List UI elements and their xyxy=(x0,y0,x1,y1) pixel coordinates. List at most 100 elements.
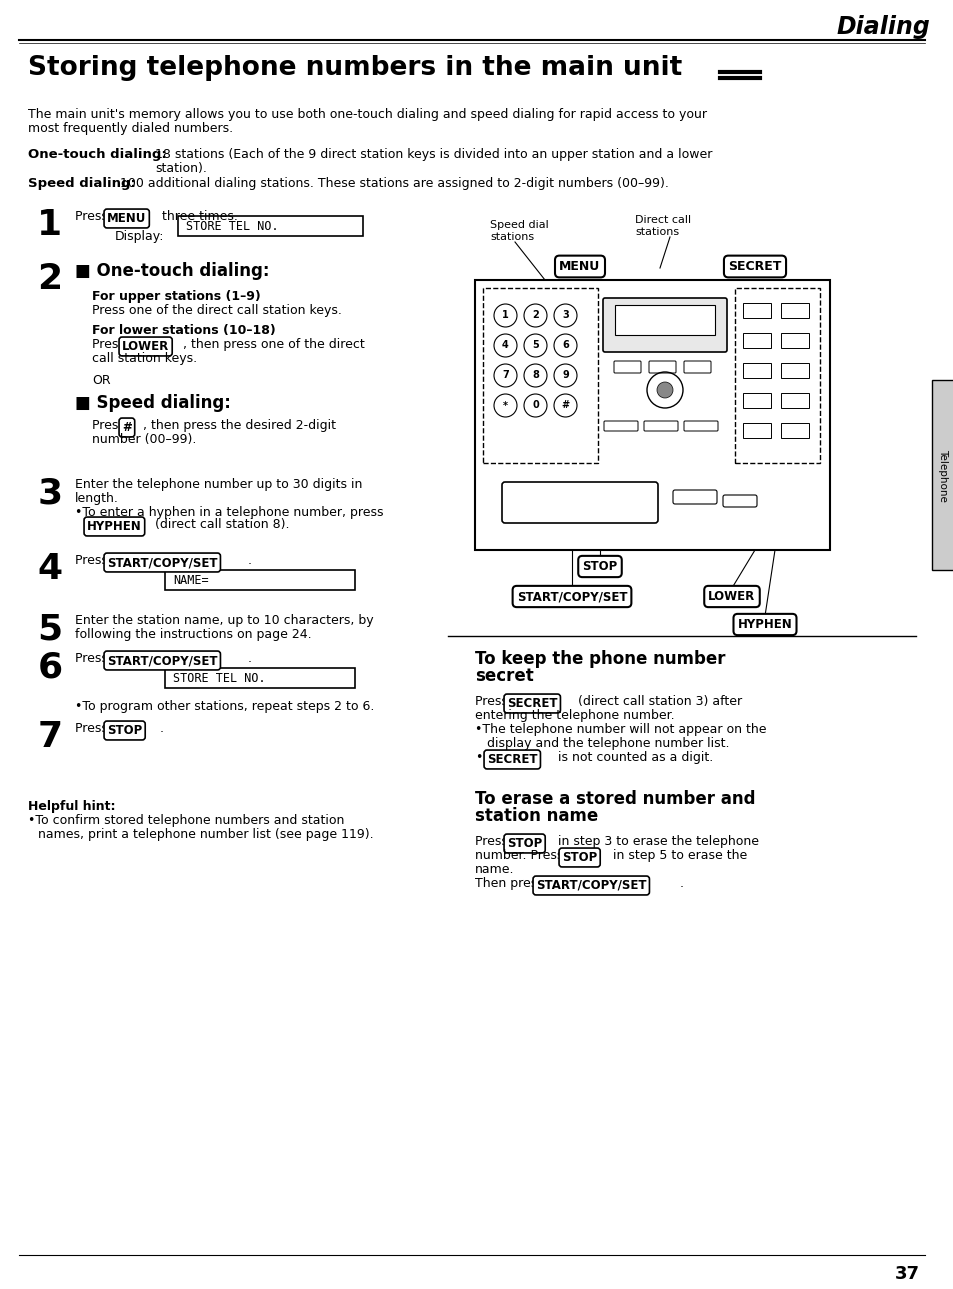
Text: .: . xyxy=(248,554,252,567)
Text: •The telephone number will not appear on the: •The telephone number will not appear on… xyxy=(475,723,765,736)
FancyBboxPatch shape xyxy=(178,217,363,236)
Text: #: # xyxy=(561,401,569,410)
Text: most frequently dialed numbers.: most frequently dialed numbers. xyxy=(28,122,233,135)
Text: 9: 9 xyxy=(561,370,568,380)
Text: call station keys.: call station keys. xyxy=(91,352,197,365)
FancyBboxPatch shape xyxy=(742,393,770,409)
Text: STORE TEL NO.: STORE TEL NO. xyxy=(186,219,278,232)
Text: entering the telephone number.: entering the telephone number. xyxy=(475,709,674,722)
Text: LOWER: LOWER xyxy=(708,590,755,603)
Text: MENU: MENU xyxy=(558,260,600,273)
Circle shape xyxy=(657,382,672,398)
Text: stations: stations xyxy=(635,227,679,237)
Text: LOWER: LOWER xyxy=(122,340,169,353)
Text: 4: 4 xyxy=(501,340,508,351)
Text: STOP: STOP xyxy=(107,724,142,737)
Text: STOP: STOP xyxy=(561,851,597,864)
FancyBboxPatch shape xyxy=(742,303,770,318)
FancyBboxPatch shape xyxy=(742,363,770,378)
Text: 5: 5 xyxy=(37,612,63,646)
Text: Press: Press xyxy=(75,554,112,567)
Text: START/COPY/SET: START/COPY/SET xyxy=(107,556,217,568)
Text: names, print a telephone number list (see page 119).: names, print a telephone number list (se… xyxy=(38,828,374,840)
Text: The main unit's memory allows you to use both one-touch dialing and speed dialin: The main unit's memory allows you to use… xyxy=(28,108,706,121)
Text: 100 additional dialing stations. These stations are assigned to 2-digit numbers : 100 additional dialing stations. These s… xyxy=(120,177,668,189)
Text: STORE TEL NO.: STORE TEL NO. xyxy=(172,672,265,684)
Text: For upper stations (1–9): For upper stations (1–9) xyxy=(91,290,260,303)
Text: Helpful hint:: Helpful hint: xyxy=(28,800,115,813)
Text: •To program other stations, repeat steps 2 to 6.: •To program other stations, repeat steps… xyxy=(75,700,374,713)
FancyBboxPatch shape xyxy=(931,380,953,570)
Text: Dialing: Dialing xyxy=(836,15,929,39)
FancyBboxPatch shape xyxy=(734,287,820,463)
Text: Press one of the direct call station keys.: Press one of the direct call station key… xyxy=(91,304,341,317)
Text: Storing telephone numbers in the main unit: Storing telephone numbers in the main un… xyxy=(28,55,681,81)
Text: Enter the station name, up to 10 characters, by: Enter the station name, up to 10 charact… xyxy=(75,614,374,626)
Text: 1: 1 xyxy=(37,208,63,242)
Text: OR: OR xyxy=(91,374,111,387)
FancyBboxPatch shape xyxy=(602,298,726,352)
FancyBboxPatch shape xyxy=(742,423,770,438)
FancyBboxPatch shape xyxy=(482,287,598,463)
Text: ■ One-touch dialing:: ■ One-touch dialing: xyxy=(75,262,269,280)
Text: in step 5 to erase the: in step 5 to erase the xyxy=(613,849,746,862)
Text: is not counted as a digit.: is not counted as a digit. xyxy=(558,751,713,764)
Text: three times.: three times. xyxy=(162,210,237,223)
Text: station name: station name xyxy=(475,807,598,825)
FancyBboxPatch shape xyxy=(165,570,355,590)
FancyBboxPatch shape xyxy=(781,303,808,318)
Text: START/COPY/SET: START/COPY/SET xyxy=(517,590,626,603)
Text: 0: 0 xyxy=(532,401,538,410)
Text: 6: 6 xyxy=(37,650,63,684)
Text: SECRET: SECRET xyxy=(727,260,781,273)
Text: 8: 8 xyxy=(532,370,538,380)
Text: To erase a stored number and: To erase a stored number and xyxy=(475,790,755,808)
FancyBboxPatch shape xyxy=(615,305,714,335)
Text: START/COPY/SET: START/COPY/SET xyxy=(107,654,217,666)
Text: Direct call: Direct call xyxy=(635,215,690,226)
Text: Press: Press xyxy=(91,338,129,351)
Text: display and the telephone number list.: display and the telephone number list. xyxy=(486,737,729,750)
Text: .: . xyxy=(248,652,252,665)
FancyBboxPatch shape xyxy=(165,668,355,688)
Text: (direct call station 8).: (direct call station 8). xyxy=(154,518,289,531)
FancyBboxPatch shape xyxy=(781,393,808,409)
Text: HYPHEN: HYPHEN xyxy=(87,519,142,532)
Text: 4: 4 xyxy=(37,552,63,586)
Text: 5: 5 xyxy=(532,340,538,351)
FancyBboxPatch shape xyxy=(614,361,640,373)
FancyBboxPatch shape xyxy=(603,422,638,431)
Text: Press: Press xyxy=(475,695,512,708)
Text: SECRET: SECRET xyxy=(486,753,537,766)
Text: 7: 7 xyxy=(37,721,63,754)
Text: NAME=: NAME= xyxy=(172,574,209,586)
Text: Telephone: Telephone xyxy=(937,449,947,501)
Text: Speed dialing:: Speed dialing: xyxy=(28,177,135,189)
Text: #: # xyxy=(122,422,132,434)
Text: •: • xyxy=(475,751,482,764)
Text: .: . xyxy=(679,877,683,889)
Text: number (00–99).: number (00–99). xyxy=(91,433,196,446)
Text: .: . xyxy=(160,722,164,735)
FancyBboxPatch shape xyxy=(648,361,676,373)
Text: *: * xyxy=(502,401,507,410)
Text: station).: station). xyxy=(154,162,207,175)
Text: following the instructions on page 24.: following the instructions on page 24. xyxy=(75,628,312,641)
Text: Press: Press xyxy=(75,652,112,665)
Text: 2: 2 xyxy=(37,262,63,296)
Text: For lower stations (10–18): For lower stations (10–18) xyxy=(91,324,275,336)
FancyBboxPatch shape xyxy=(742,333,770,348)
FancyBboxPatch shape xyxy=(683,361,710,373)
Text: ■ Speed dialing:: ■ Speed dialing: xyxy=(75,394,231,412)
FancyBboxPatch shape xyxy=(722,495,757,507)
Text: name.: name. xyxy=(475,864,514,877)
Text: •To enter a hyphen in a telephone number, press: •To enter a hyphen in a telephone number… xyxy=(75,507,383,519)
Text: , then press one of the direct: , then press one of the direct xyxy=(183,338,364,351)
Text: , then press the desired 2-digit: , then press the desired 2-digit xyxy=(143,419,335,432)
Text: 18 stations (Each of the 9 direct station keys is divided into an upper station : 18 stations (Each of the 9 direct statio… xyxy=(154,148,712,161)
Text: •To confirm stored telephone numbers and station: •To confirm stored telephone numbers and… xyxy=(28,813,344,828)
FancyBboxPatch shape xyxy=(475,280,829,550)
Text: length.: length. xyxy=(75,492,119,505)
Text: Press: Press xyxy=(75,210,112,223)
Text: number. Press: number. Press xyxy=(475,849,567,862)
